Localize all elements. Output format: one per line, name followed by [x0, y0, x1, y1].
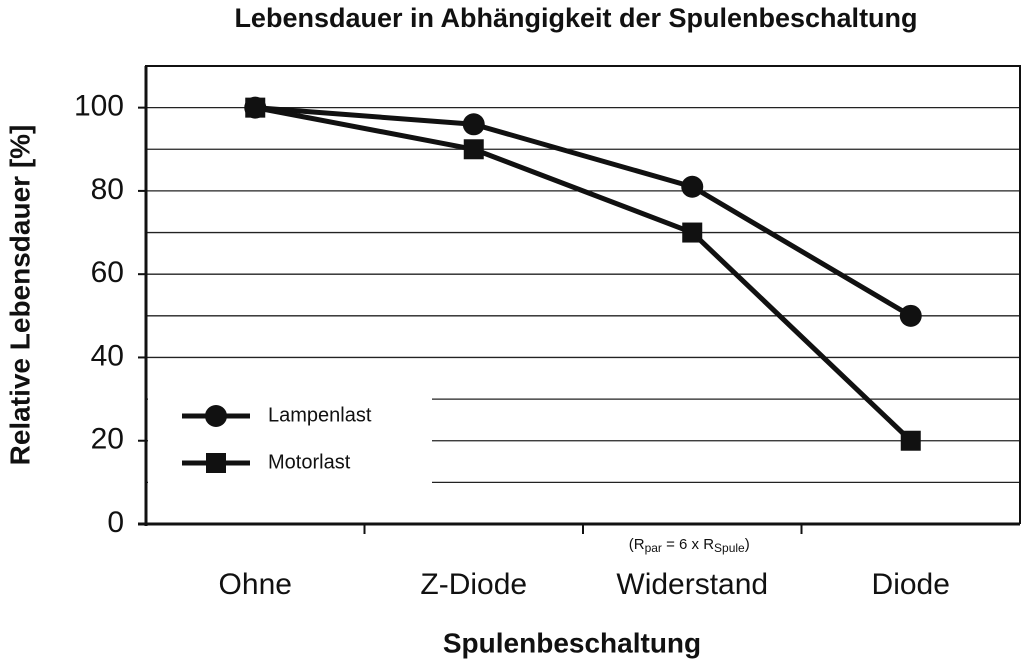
marker — [681, 175, 704, 198]
legend-background — [148, 378, 432, 508]
x-axis-label: Spulenbeschaltung — [443, 627, 701, 658]
y-tick-label: 0 — [107, 506, 124, 539]
series-line — [254, 105, 913, 443]
annotation: (Rpar = 6 x RSpule) — [629, 536, 750, 555]
x-tick-label: Widerstand — [616, 568, 768, 601]
chart-title: Lebensdauer in Abhängigkeit der Spulenbe… — [234, 3, 917, 33]
marker — [463, 139, 484, 160]
legend-label: Motorlast — [268, 451, 351, 473]
annotation-part: Spule — [714, 541, 745, 555]
annotation-part: (R — [629, 536, 645, 553]
marker — [900, 430, 921, 451]
y-tick-label: 100 — [74, 90, 124, 123]
y-axis-label: Relative Lebensdauer [%] — [4, 125, 35, 466]
series-line — [255, 105, 913, 318]
x-tick-label: Ohne — [219, 568, 292, 601]
marker — [682, 222, 703, 243]
y-tick-label: 60 — [91, 256, 124, 289]
y-tick-label: 80 — [91, 173, 124, 206]
x-tick-label: Z-Diode — [420, 568, 527, 601]
y-tick-label: 20 — [91, 423, 124, 456]
x-tick-label: Diode — [872, 568, 950, 601]
marker — [205, 405, 227, 427]
y-tick-label: 40 — [91, 339, 124, 372]
marker — [899, 304, 922, 327]
legend-label: Lampenlast — [268, 404, 372, 426]
annotation-part: ) — [745, 536, 750, 553]
marker — [206, 453, 226, 473]
annotation-part: = 6 x R — [662, 536, 714, 553]
marker — [462, 113, 485, 136]
annotation-part: par — [645, 541, 662, 555]
marker — [245, 97, 266, 118]
